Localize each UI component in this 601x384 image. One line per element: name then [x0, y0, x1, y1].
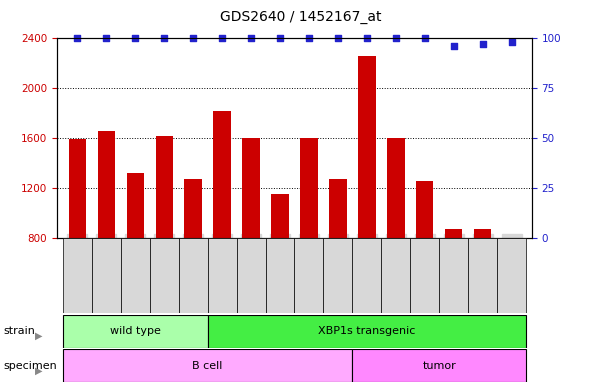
Text: ▶: ▶	[35, 331, 42, 341]
Bar	[207, 238, 237, 313]
Text: B cell: B cell	[192, 361, 223, 371]
Bar	[439, 238, 468, 313]
Bar	[185, 179, 202, 238]
Bar	[63, 349, 352, 382]
Point	[102, 35, 111, 41]
Bar	[474, 229, 492, 238]
Bar	[503, 238, 520, 239]
Point	[246, 35, 256, 41]
Bar	[323, 238, 352, 313]
Bar	[300, 138, 318, 238]
Bar	[271, 194, 288, 238]
Bar	[468, 238, 497, 313]
Point	[478, 41, 487, 48]
Text: tumor: tumor	[423, 361, 456, 371]
Bar	[266, 238, 294, 313]
Bar	[387, 138, 404, 238]
Bar	[497, 238, 526, 313]
Point	[507, 39, 516, 45]
Bar	[242, 138, 260, 238]
Bar	[352, 349, 526, 382]
Bar	[445, 229, 462, 238]
Bar	[156, 136, 173, 238]
Bar	[237, 238, 266, 313]
Point	[188, 35, 198, 41]
Point	[304, 35, 314, 41]
Text: strain: strain	[3, 326, 35, 336]
Point	[130, 35, 140, 41]
Bar	[352, 238, 382, 313]
Point	[420, 35, 430, 41]
Text: ▶: ▶	[35, 366, 42, 376]
Bar	[329, 179, 347, 238]
Bar	[416, 180, 433, 238]
Bar	[97, 131, 115, 238]
Point	[275, 35, 285, 41]
Bar	[150, 238, 178, 313]
Point	[391, 35, 401, 41]
Text: XBP1s transgenic: XBP1s transgenic	[318, 326, 415, 336]
Bar	[358, 56, 376, 238]
Bar	[382, 238, 410, 313]
Bar	[63, 315, 207, 348]
Text: GDS2640 / 1452167_at: GDS2640 / 1452167_at	[220, 10, 381, 23]
Bar	[178, 238, 207, 313]
Bar	[213, 111, 231, 238]
Point	[333, 35, 343, 41]
Point	[159, 35, 169, 41]
Bar	[92, 238, 121, 313]
Bar	[63, 238, 92, 313]
Point	[362, 35, 371, 41]
Bar	[69, 139, 86, 238]
Bar	[207, 315, 526, 348]
Point	[449, 43, 459, 50]
Bar	[294, 238, 323, 313]
Bar	[127, 173, 144, 238]
Point	[73, 35, 82, 41]
Point	[218, 35, 227, 41]
Text: specimen: specimen	[3, 361, 56, 371]
Bar	[121, 238, 150, 313]
Text: wild type: wild type	[110, 326, 160, 336]
Bar	[410, 238, 439, 313]
